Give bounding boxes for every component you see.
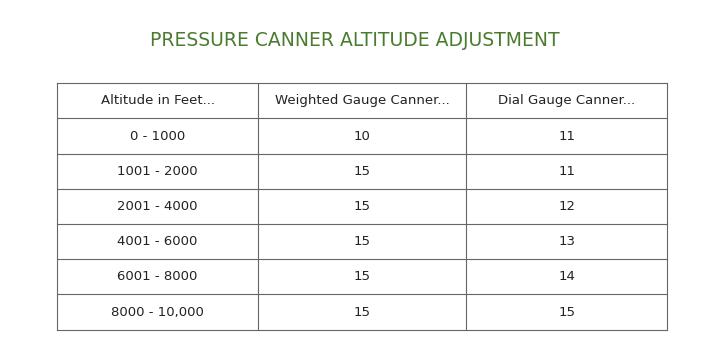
Text: 2001 - 4000: 2001 - 4000 — [117, 200, 198, 213]
Text: 11: 11 — [558, 165, 575, 178]
Text: Dial Gauge Canner...: Dial Gauge Canner... — [498, 94, 635, 107]
Text: 4001 - 6000: 4001 - 6000 — [117, 235, 198, 248]
Text: 6001 - 8000: 6001 - 8000 — [117, 270, 198, 283]
Text: 10: 10 — [354, 129, 371, 143]
Text: 13: 13 — [558, 235, 575, 248]
Text: 15: 15 — [354, 235, 371, 248]
Text: 15: 15 — [354, 165, 371, 178]
Text: 8000 - 10,000: 8000 - 10,000 — [111, 306, 204, 319]
Text: 0 - 1000: 0 - 1000 — [130, 129, 185, 143]
Text: Altitude in Feet...: Altitude in Feet... — [101, 94, 214, 107]
Text: 1001 - 2000: 1001 - 2000 — [117, 165, 198, 178]
Text: PRESSURE CANNER ALTITUDE ADJUSTMENT: PRESSURE CANNER ALTITUDE ADJUSTMENT — [151, 31, 559, 50]
Text: 11: 11 — [558, 129, 575, 143]
Text: 15: 15 — [354, 306, 371, 319]
Text: Weighted Gauge Canner...: Weighted Gauge Canner... — [275, 94, 449, 107]
Text: 14: 14 — [558, 270, 575, 283]
Text: 15: 15 — [354, 200, 371, 213]
Text: 15: 15 — [354, 270, 371, 283]
Text: 12: 12 — [558, 200, 575, 213]
Text: 15: 15 — [558, 306, 575, 319]
